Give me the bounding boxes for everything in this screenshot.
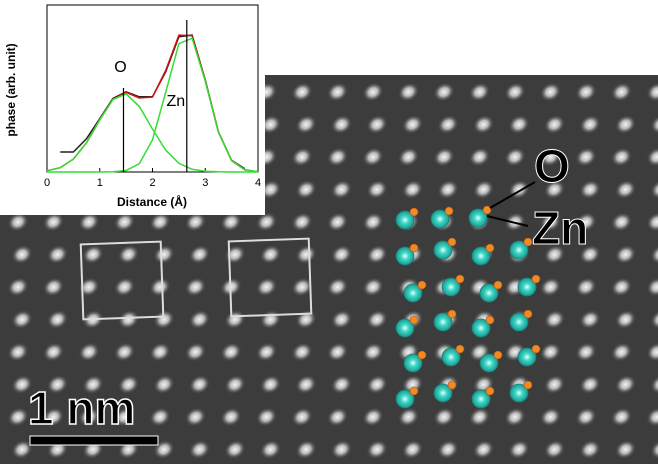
oxygen-label: O [534, 140, 570, 192]
o-atom [486, 316, 494, 324]
o-atom [486, 387, 494, 395]
x-axis-label: Distance (Å) [117, 194, 187, 209]
scale-label: 1 nm [28, 382, 135, 434]
o-atom [418, 281, 426, 289]
o-atom [410, 387, 418, 395]
o-atom [448, 310, 456, 318]
o-atom [524, 238, 532, 246]
y-axis-label: phase (arb. unit) [4, 43, 18, 136]
x-tick-label: 3 [202, 177, 208, 189]
o-atom [486, 244, 494, 252]
inset-panel [0, 0, 265, 215]
o-atom [494, 351, 502, 359]
x-tick-label: 0 [44, 177, 50, 189]
o-atom [410, 244, 418, 252]
zinc-label: Zn [532, 202, 588, 254]
o-atom [532, 345, 540, 353]
x-tick-label: 1 [97, 177, 103, 189]
o-atom [418, 351, 426, 359]
scale-bar [30, 436, 158, 445]
o-atom [448, 238, 456, 246]
o-atom [524, 381, 532, 389]
o-atom [410, 316, 418, 324]
o-atom [448, 381, 456, 389]
o-atom [456, 275, 464, 283]
o-atom [494, 281, 502, 289]
o-atom [524, 310, 532, 318]
o-atom [445, 207, 453, 215]
x-tick-label: 2 [149, 177, 155, 189]
o-atom [410, 208, 418, 216]
o-atom [532, 275, 540, 283]
peak-label: Zn [166, 93, 185, 110]
peak-label: O [114, 59, 126, 76]
figure: O Zn 1 nm Distance (Å) phase (arb. unit)… [0, 0, 658, 464]
o-atom [456, 345, 464, 353]
x-tick-label: 4 [255, 177, 261, 189]
